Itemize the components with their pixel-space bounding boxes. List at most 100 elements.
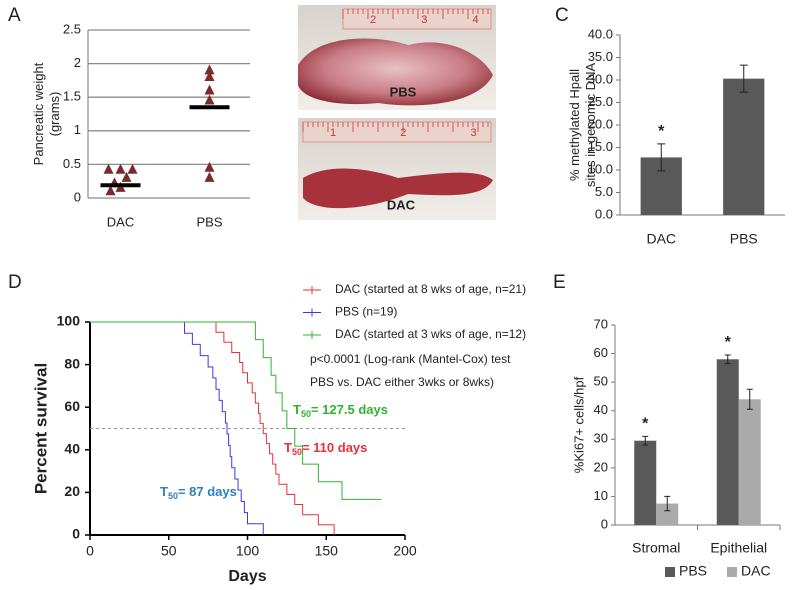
y-tick-label: 2 <box>74 55 81 70</box>
ruler-number: 3 <box>421 14 427 26</box>
y-tick-label: 0.5 <box>63 156 81 171</box>
ruler-number: 4 <box>473 14 479 26</box>
panel-letter: C <box>555 5 569 26</box>
y-tick-label: 10 <box>594 488 608 503</box>
panel-letter: A <box>8 5 21 26</box>
data-point <box>204 71 215 82</box>
y-tick-label: 35.0 <box>588 49 613 64</box>
error-bar <box>657 143 666 172</box>
annotation-part: T <box>284 440 292 455</box>
median-annotation: T50= 127.5 days <box>293 402 388 419</box>
y-axis-label: Percent survival <box>31 363 50 494</box>
annotation-part: T <box>293 402 301 417</box>
legend-swatch <box>665 567 675 577</box>
y-tick-label: 0 <box>74 189 81 204</box>
legend-swatch <box>303 308 321 317</box>
y-tick-label: 0 <box>72 526 80 542</box>
x-tick-label: PBS <box>730 231 758 247</box>
y-tick-label: 30.0 <box>588 71 613 86</box>
data-point <box>204 161 215 172</box>
y-tick-label: 15.0 <box>588 139 613 154</box>
bar <box>723 78 765 216</box>
bar <box>716 359 739 525</box>
y-tick-label: 60 <box>594 345 608 360</box>
note: PBS vs. DAC either 3wks or 8wks) <box>310 375 494 389</box>
median-annotation: T50= 87 days <box>160 484 237 501</box>
ruler-number: 2 <box>370 14 376 26</box>
y-tick-label: 5.0 <box>595 184 613 199</box>
data-point <box>204 64 215 75</box>
annotation-part: = 110 days <box>302 440 367 455</box>
y-axis-label-line: (grams) <box>47 92 62 137</box>
tissue <box>303 168 493 209</box>
error-bar <box>642 435 649 446</box>
ruler-number: 2 <box>400 127 406 139</box>
x-tick-label: 50 <box>161 543 177 559</box>
y-axis-label: % methylated Hpallsites in genomic DNA <box>567 63 598 188</box>
y-tick-label: 0.0 <box>595 206 613 221</box>
x-axis-label: Days <box>228 568 266 585</box>
x-tick-label: 200 <box>393 543 417 559</box>
survival-curve <box>90 321 382 500</box>
annotation-part: = 127.5 days <box>311 402 388 417</box>
y-tick-label: 40.0 <box>588 26 613 41</box>
y-tick-label: 60 <box>64 398 80 414</box>
panel-letter: D <box>8 272 22 293</box>
x-tick-label: Stromal <box>632 540 680 556</box>
significance-mark: * <box>725 334 732 351</box>
panel-letter: E <box>553 272 566 293</box>
significance-mark: * <box>658 123 665 140</box>
bar <box>656 503 679 525</box>
legend-label: DAC <box>741 563 771 579</box>
note: p<0.0001 (Log-rank (Mantel-Cox) test <box>310 352 511 366</box>
y-tick-label: 50 <box>594 374 608 389</box>
error-bar <box>664 495 671 512</box>
y-axis-label: %Ki67+ cells/hpf <box>571 376 586 473</box>
y-tick-label: 40 <box>594 402 608 417</box>
y-tick-label: 80 <box>64 355 80 371</box>
photo: 1 2 3 DAC <box>298 118 496 220</box>
x-tick-label: 150 <box>315 543 339 559</box>
error-bar <box>746 388 753 410</box>
significance-mark: * <box>642 416 649 433</box>
x-tick-label: DAC <box>646 231 676 247</box>
ruler-number: 3 <box>471 127 477 139</box>
y-tick-label: 1.5 <box>63 89 81 104</box>
y-axis-label-line: % methylated Hpall <box>567 69 582 181</box>
tissue <box>298 38 493 106</box>
ruler-number: 1 <box>330 127 336 139</box>
error-bar <box>739 64 748 93</box>
median-annotation: T50= 110 days <box>284 440 367 457</box>
x-tick-label: 0 <box>86 543 94 559</box>
y-tick-label: 2.5 <box>63 21 81 36</box>
photo-label: DAC <box>387 197 416 212</box>
data-point <box>103 163 114 174</box>
photo-label: PBS <box>390 84 417 99</box>
annotation-part: 50 <box>168 491 178 501</box>
annotation-part: 50 <box>301 409 311 419</box>
y-axis-label-line: Pancreatic weight <box>31 62 46 165</box>
y-tick-label: 20 <box>594 459 608 474</box>
x-tick-label: 100 <box>236 543 260 559</box>
error-bar <box>724 354 731 365</box>
legend-swatch <box>303 286 321 294</box>
data-point <box>127 163 138 174</box>
ruler <box>342 8 492 30</box>
y-tick-label: 20.0 <box>588 116 613 131</box>
legend-swatch <box>303 331 321 339</box>
x-tick-label: Epithelial <box>710 540 767 556</box>
data-point <box>121 171 132 182</box>
y-tick-label: 10.0 <box>588 161 613 176</box>
y-axis-label-line: sites in genomic DNA <box>583 63 598 188</box>
survival-curve <box>90 321 335 535</box>
annotation-part: T <box>160 484 168 499</box>
data-point <box>204 171 215 182</box>
annotation-part: 50 <box>292 447 302 457</box>
y-tick-label: 40 <box>64 441 80 457</box>
legend-label: PBS (n=19) <box>335 305 397 319</box>
data-point <box>105 185 116 196</box>
y-axis-label: Pancreatic weight(grams) <box>31 62 62 165</box>
x-tick-label: DAC <box>107 214 134 229</box>
legend-label: DAC (started at 8 wks of age, n=21) <box>335 282 526 296</box>
